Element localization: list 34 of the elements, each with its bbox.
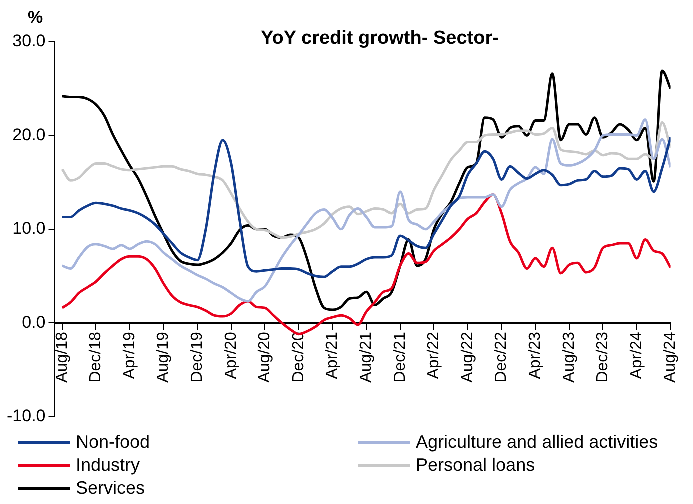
legend-label: Services — [76, 478, 146, 499]
x-tick-label: Dec/19 — [188, 332, 206, 383]
x-tick-label: Dec/21 — [392, 332, 409, 383]
x-tick-label: Aug/21 — [358, 332, 375, 383]
legend-label: Non-food — [76, 432, 150, 453]
legend-label: Personal loans — [416, 455, 536, 476]
x-tick-label: Aug/18 — [54, 332, 71, 383]
legend-label: Agriculture and allied activities — [416, 432, 658, 453]
x-tick-label: Dec/18 — [88, 332, 105, 383]
x-tick-label: Aug/20 — [256, 332, 274, 383]
x-tick-label: Aug/19 — [155, 332, 172, 383]
x-tick-label: Dec/23 — [594, 332, 612, 383]
x-tick-label: Apr/23 — [526, 332, 544, 380]
line-series — [61, 121, 671, 240]
x-tick-label: Apr/19 — [121, 332, 138, 380]
x-tick-label: Aug/24 — [662, 332, 680, 383]
y-tick-label: 10.0 — [12, 219, 46, 238]
line-series — [61, 136, 671, 278]
y-tick-label: 0.0 — [22, 312, 46, 332]
x-tick-label: Apr/20 — [222, 332, 240, 380]
x-tick-label: Dec/22 — [493, 332, 510, 383]
y-axis-title: % — [28, 8, 44, 28]
chart-title: YoY credit growth- Sector- — [260, 28, 500, 50]
x-tick-label: Apr/21 — [324, 332, 342, 380]
x-tick-label: Dec/20 — [290, 332, 308, 383]
y-tick-label: -10.0 — [7, 406, 46, 426]
y-tick-label: 30.0 — [12, 32, 46, 51]
line-series — [61, 118, 671, 303]
x-tick-label: Aug/23 — [560, 332, 578, 383]
x-tick-label: Apr/22 — [426, 332, 443, 380]
x-tick-label: Apr/24 — [628, 332, 646, 380]
x-tick-label: Aug/22 — [459, 332, 476, 383]
legend-label: Industry — [76, 455, 140, 476]
y-tick-label: 20.0 — [12, 125, 46, 144]
